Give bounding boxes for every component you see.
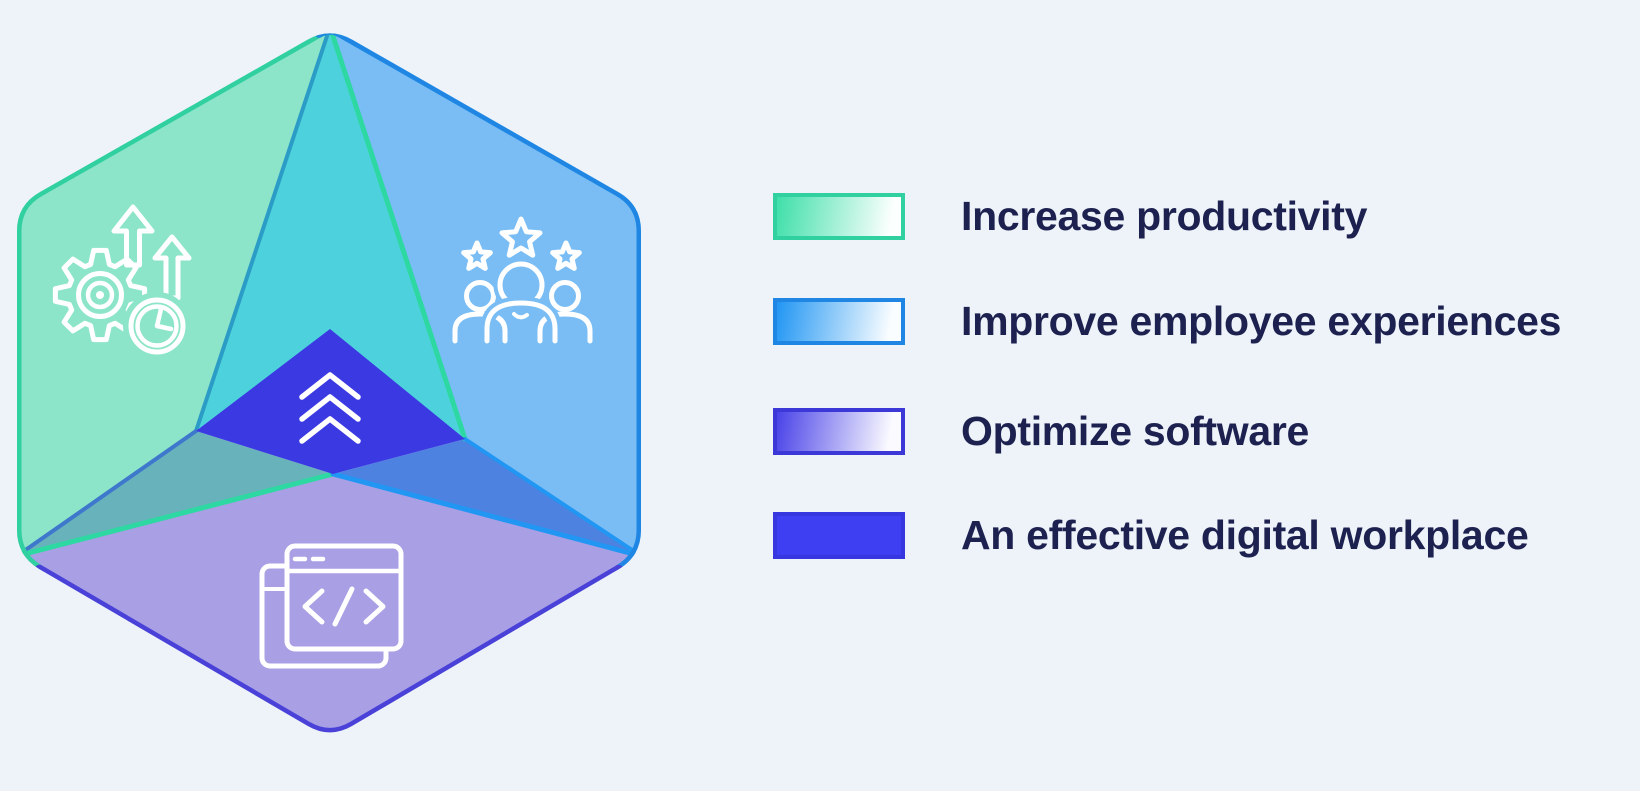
code-window-icon <box>259 543 404 669</box>
legend-item-improve-employee-experiences: Improve employee experiences <box>773 298 1561 345</box>
legend-swatch-blue-gradient <box>773 298 905 345</box>
legend-label: Improve employee experiences <box>961 298 1562 344</box>
legend-swatch-indigo-solid <box>773 512 905 559</box>
teal-center-triangle <box>196 33 465 439</box>
gear-growth-clock-icon <box>52 204 192 360</box>
face-effective-digital-workplace <box>196 329 465 474</box>
legend: Increase productivity Improve employee e… <box>773 0 1633 786</box>
legend-label: Optimize software <box>961 408 1310 454</box>
people-stars-icon <box>452 219 593 348</box>
face-improve-employee-experiences <box>330 33 641 556</box>
legend-label: Increase productivity <box>961 193 1368 239</box>
overlap-green-purple-triangle <box>17 431 333 556</box>
inner-edges <box>17 33 641 559</box>
hexagon-diagram <box>0 0 660 786</box>
legend-swatch-indigo-gradient <box>773 408 905 455</box>
hexagon-diagram-svg <box>17 33 641 733</box>
triple-chevron-up-icon <box>299 372 361 444</box>
legend-item-effective-digital-workplace: An effective digital workplace <box>773 512 1529 559</box>
legend-item-increase-productivity: Increase productivity <box>773 193 1367 240</box>
overlap-blue-purple-triangle <box>333 439 641 556</box>
legend-label: An effective digital workplace <box>961 512 1529 558</box>
legend-item-optimize-software: Optimize software <box>773 408 1309 455</box>
hexagon-border <box>17 33 641 733</box>
legend-swatch-green-gradient <box>773 193 905 240</box>
face-increase-productivity <box>17 33 330 556</box>
